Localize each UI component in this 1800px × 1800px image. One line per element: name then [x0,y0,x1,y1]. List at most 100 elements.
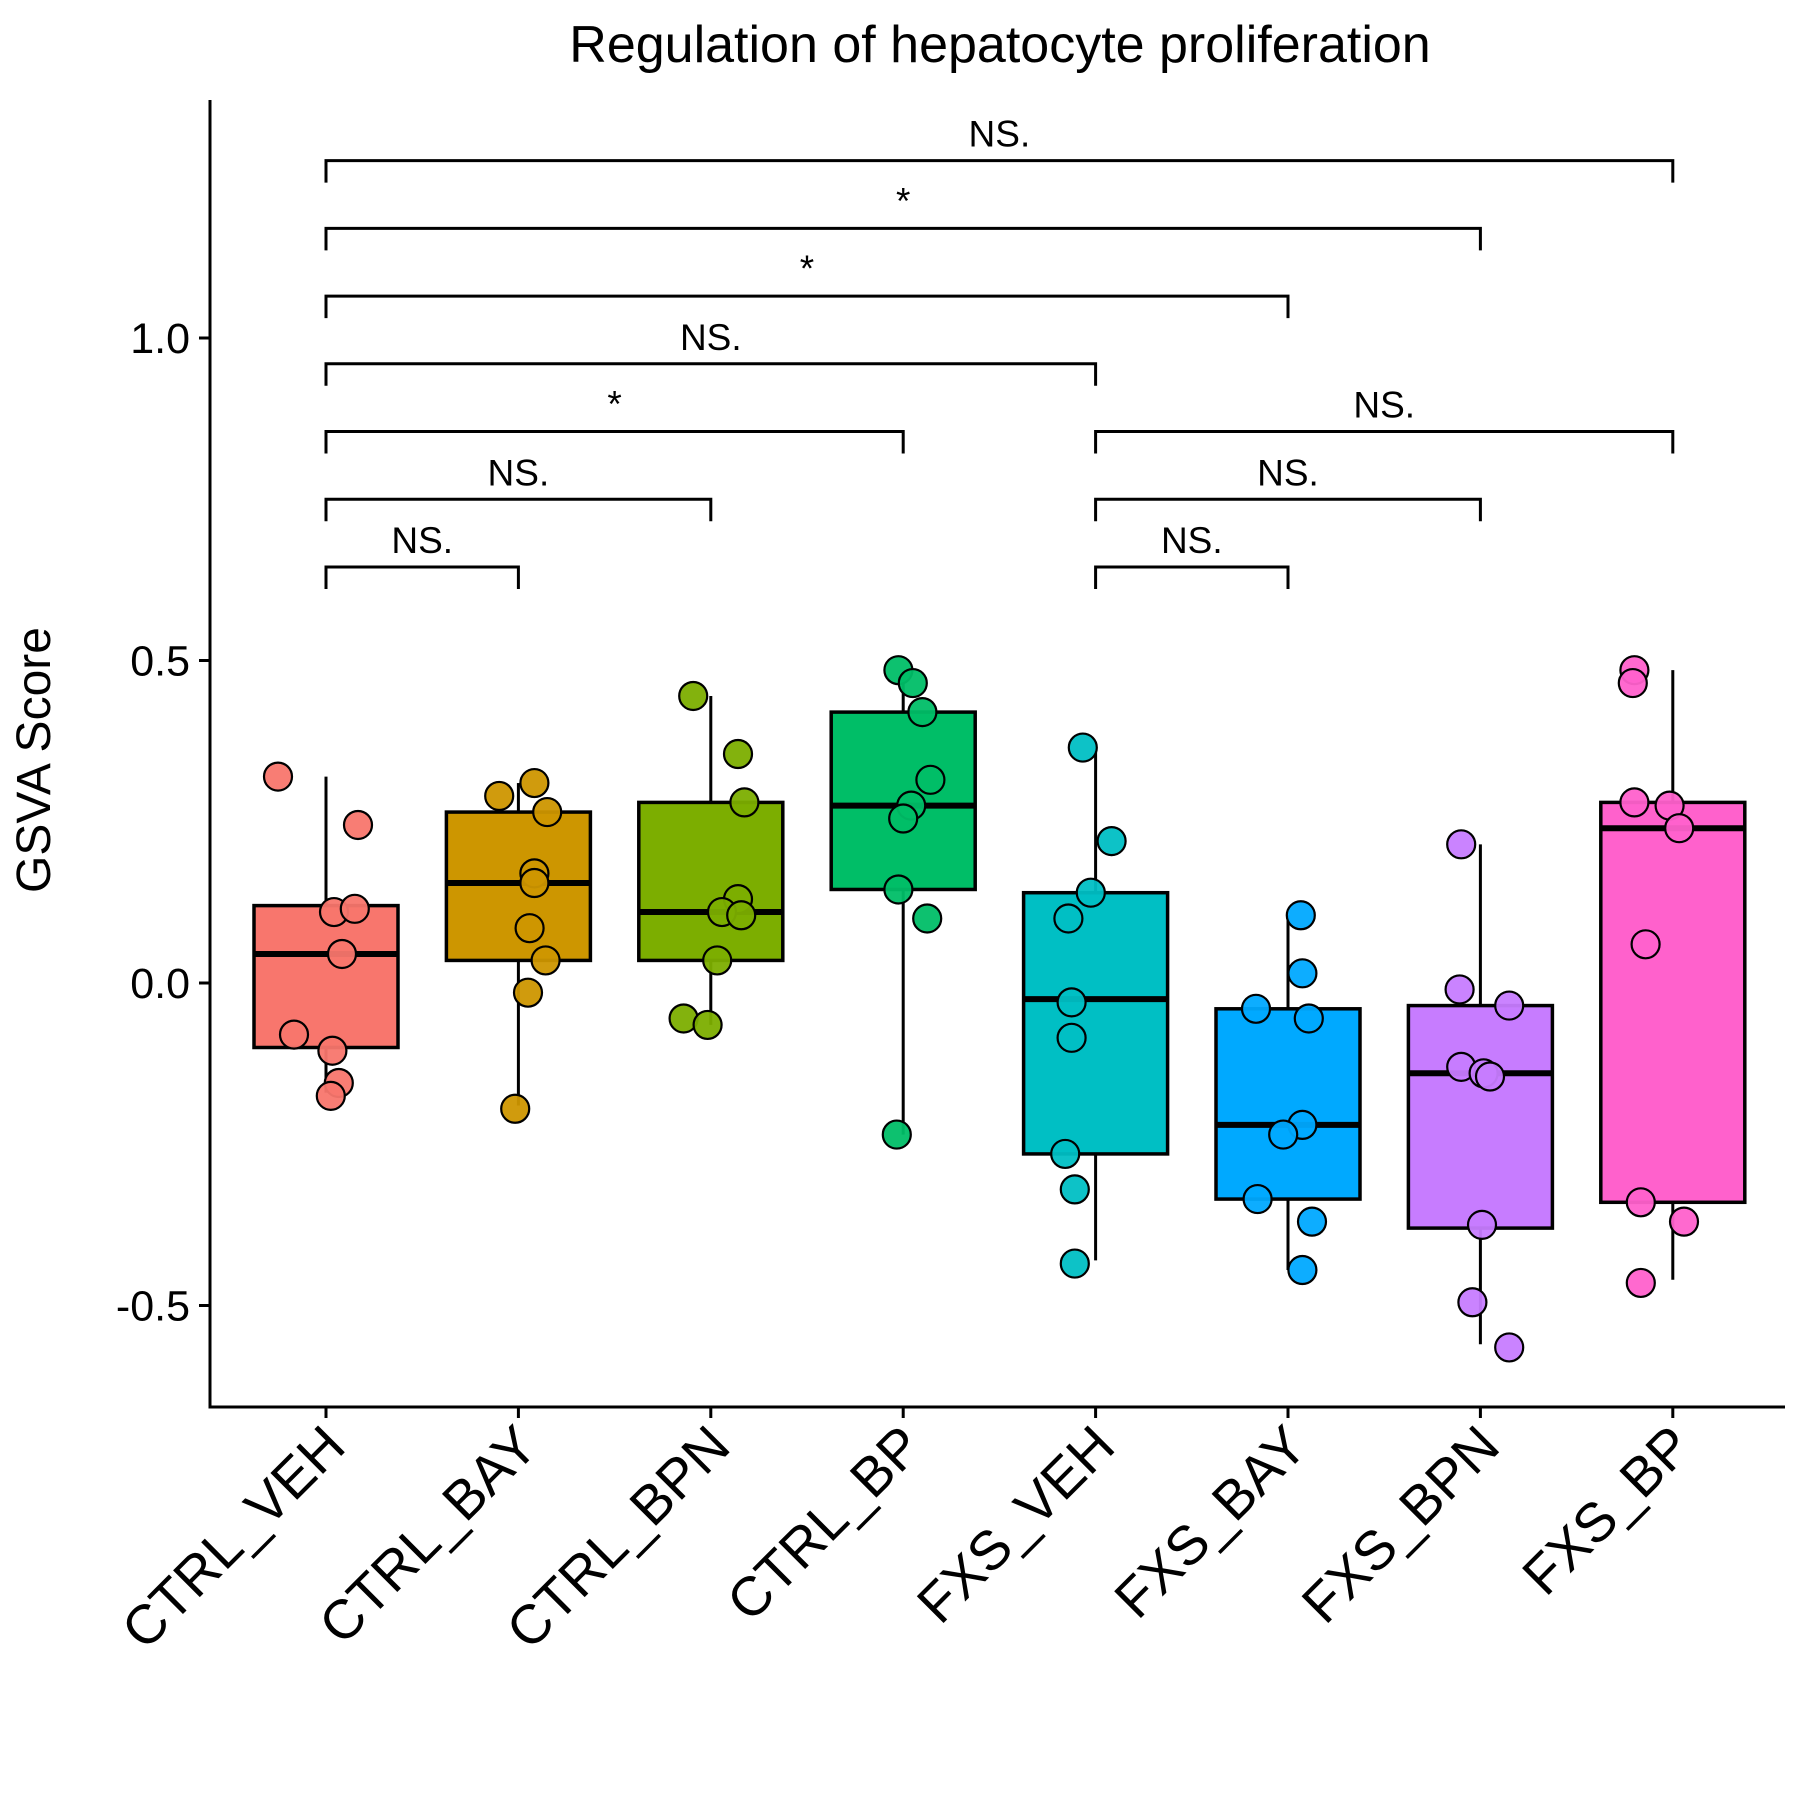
data-point [729,787,760,818]
significance-label: NS. [1353,385,1415,426]
bracket-line [324,226,1482,251]
data-point [1619,787,1650,818]
data-point [1474,1061,1506,1092]
data-point [1285,900,1316,931]
data-point [519,867,550,899]
significance-label: NS. [488,452,550,493]
data-point [1050,1138,1081,1170]
box [252,903,400,1050]
data-point [278,1019,310,1050]
bracket-line [1094,497,1482,522]
bracket-line [324,159,1675,183]
significance-label: NS. [391,520,453,561]
bracket-line [324,362,1098,386]
data-point [702,945,733,976]
data-point [1293,1003,1324,1034]
data-point [1457,1287,1488,1318]
data-point [317,1035,348,1066]
box-group [444,783,593,1106]
chart-title: Regulation of hepatocyte proliferation [569,16,1430,74]
box-group [637,695,785,1025]
box-group [1406,844,1555,1345]
significance-bracket: * [324,384,905,454]
bracket-line [324,294,1290,319]
data-point [888,803,919,834]
box [637,800,785,963]
bracket-line [1094,565,1290,589]
box-group [829,673,977,1135]
data-point [342,809,374,841]
significance-label: * [607,384,621,425]
significance-bracket: NS. [324,114,1675,183]
data-point [1056,1022,1087,1053]
data-point [1096,825,1127,857]
data-point [484,780,515,812]
data-point [1444,974,1475,1005]
y-tick-label: 0.5 [130,638,190,686]
data-point [726,900,757,931]
data-point [339,893,370,924]
data-point [1617,667,1648,699]
data-point [1053,903,1084,934]
data-point [678,680,709,712]
box [444,810,593,963]
data-point [1466,1209,1498,1240]
data-point [907,696,938,728]
bracket-line [324,565,520,589]
significance-label: NS. [969,114,1031,155]
data-point [1059,1174,1090,1205]
data-point [897,667,928,699]
box [1214,1007,1362,1201]
significance-bracket: * [324,248,1290,319]
data-point [1630,929,1661,960]
data-point [1287,1254,1318,1286]
y-axis-label: GSVA Score [8,627,61,893]
significance-label: * [800,248,814,289]
data-point [519,767,550,799]
data-point [532,796,563,828]
significance-bracket: NS. [1094,520,1290,589]
bracket-line [324,497,713,522]
bracket-line [1094,430,1675,454]
data-point [881,1119,912,1150]
significance-bracket: NS. [1094,385,1675,454]
data-point [1668,1206,1700,1237]
data-point [315,1080,346,1111]
data-point [1067,732,1098,763]
data-point [1240,993,1272,1024]
box [1021,890,1170,1156]
data-point [915,764,946,795]
box-group [1214,915,1362,1271]
data-point [1075,877,1106,908]
box-group [1021,750,1170,1261]
bracket-line [324,430,905,454]
data-point [1446,829,1477,860]
data-point [514,913,545,944]
x-tick-label: FXS_VEH [905,1414,1126,1635]
data-point [1242,1183,1273,1215]
box [1599,800,1747,1205]
data-point [1625,1267,1656,1299]
x-tick-label: CTRL_BP [715,1414,934,1633]
data-point [1494,1332,1525,1363]
y-tick-label: -0.5 [116,1283,190,1331]
data-point [1664,813,1695,844]
significance-bracket: NS. [1094,452,1482,522]
data-point [1287,958,1318,989]
significance-bracket: NS. [324,452,713,522]
box-group [1599,670,1747,1280]
data-point [530,945,561,976]
significance-label: NS. [680,317,742,358]
data-point [1296,1206,1328,1237]
data-point [912,903,943,934]
significance-bracket: NS. [324,317,1098,386]
y-tick-label: 0.0 [130,960,190,1008]
box [1406,1003,1555,1230]
significance-label: NS. [1161,520,1223,561]
x-tick-label: FXS_BP [1510,1414,1703,1607]
y-tick-label: 1.0 [130,315,190,363]
data-point [1494,990,1525,1021]
data-point [500,1093,531,1124]
data-point [883,874,914,905]
